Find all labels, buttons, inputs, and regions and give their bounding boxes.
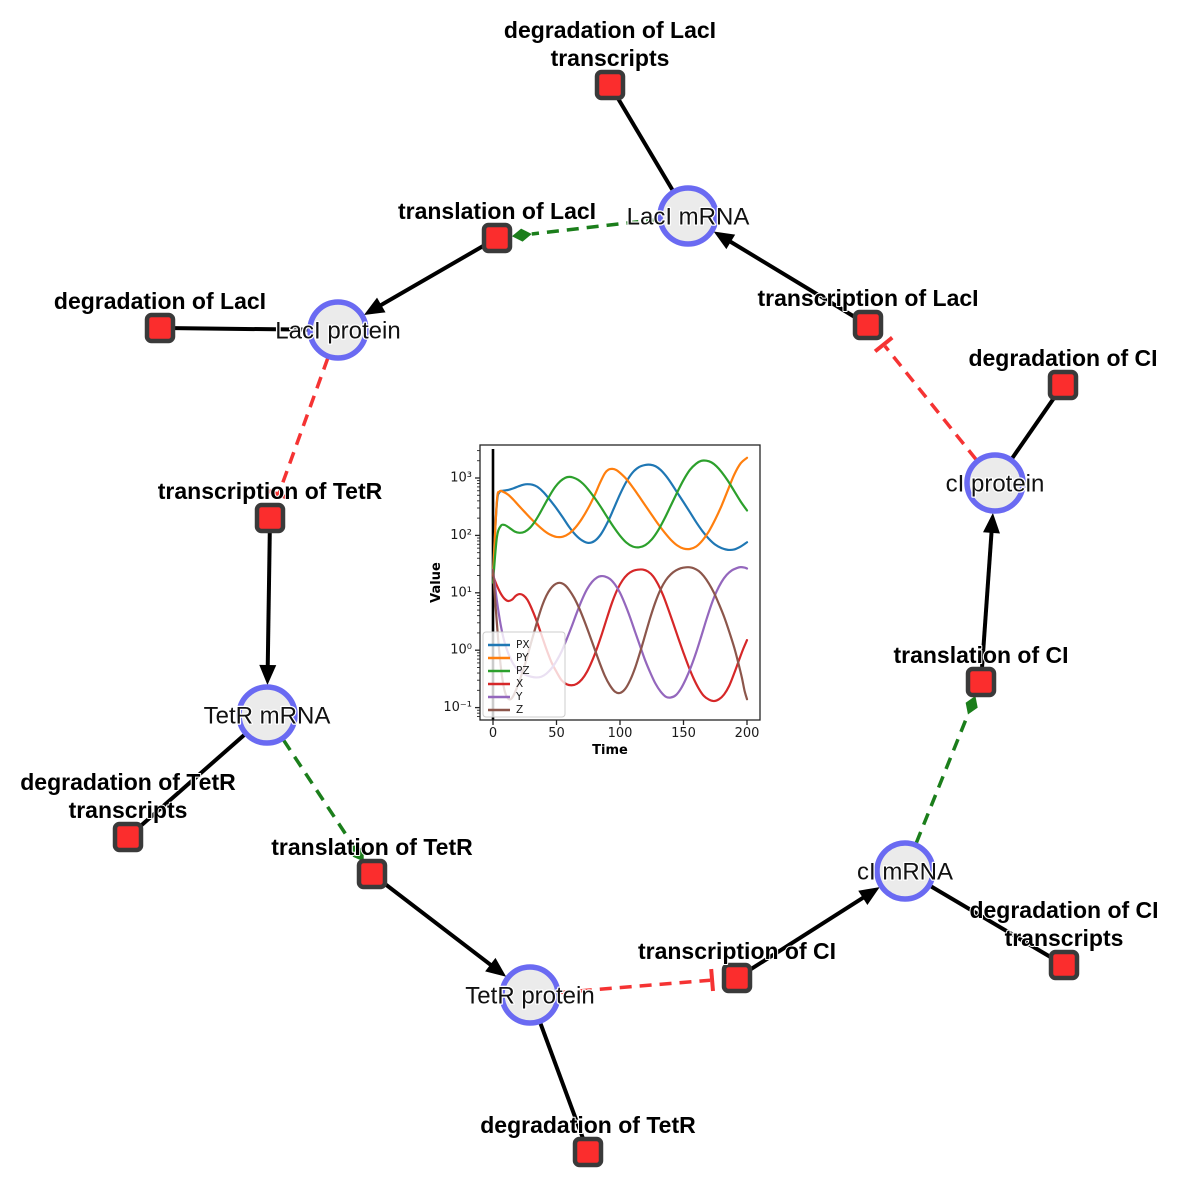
edge-laci-protein--transcription-tetr [277, 357, 330, 494]
chart-y-tick-label: 10¹ [450, 585, 472, 600]
chart-y-tick-label: 10⁰ [450, 643, 472, 658]
species-node-tetr-mrna[interactable] [236, 684, 298, 746]
edge-ci-protein--deg-ci [1010, 396, 1057, 460]
edge-ci-protein--transcription-laci [883, 344, 978, 461]
reaction-node-deg-ci[interactable] [1047, 369, 1079, 401]
edge-ci-mrna--deg-ci-transcripts [929, 884, 1053, 960]
species-label-laci-mrna: LacI mRNA [627, 204, 750, 231]
species-node-ci-mrna[interactable] [874, 840, 936, 902]
legend-label-PZ: PZ [516, 665, 530, 677]
chart-y-tick-label: 10⁻¹ [443, 700, 472, 715]
inset-chart: 0 50 100 150 20010⁻¹10⁰10¹10²10³TimeValuePXP… [425, 437, 770, 759]
label-layer: LacI mRNA LacI protein cI protein TetR mRNA… [19, 16, 1159, 1139]
reaction-label-deg-tetr-line0: degradation of TetR [480, 1112, 696, 1138]
modifier-diamond-icon [511, 228, 532, 242]
species-label-tetr-protein: TetR protein [465, 983, 594, 1010]
chart-x-tick-label: 50 [548, 726, 565, 741]
legend-label-Z: Z [516, 704, 523, 716]
reaction-label-transcription-ci-line0: transcription of CI [638, 938, 836, 964]
reaction-label-translation-ci-line0: translation of CI [893, 642, 1068, 668]
reaction-node-deg-tetr[interactable] [572, 1136, 604, 1168]
edge-laci-protein--deg-laci [174, 326, 309, 332]
reaction-node-translation-ci[interactable] [965, 666, 997, 698]
edge-tetr-mrna--deg-tetr-transcripts [137, 733, 246, 829]
edge-transcription-ci--ci-mrna [748, 895, 866, 972]
reaction-node-translation-tetr[interactable] [356, 858, 388, 890]
product-arrowhead-icon [485, 957, 507, 977]
species-label-tetr-mrna: TetR mRNA [204, 703, 331, 730]
product-arrowhead-icon [983, 512, 1000, 534]
legend-label-PY: PY [516, 652, 529, 664]
edge-translation-ci--ci-protein [980, 530, 994, 668]
legend-label-Y: Y [515, 691, 523, 703]
product-arrowhead-icon [713, 231, 736, 250]
edge-translation-laci--laci-protein [378, 243, 486, 308]
chart-x-tick-label: 0 [489, 726, 497, 741]
reaction-node-transcription-ci[interactable] [721, 962, 753, 994]
modifier-diamond-icon [352, 844, 364, 862]
chart-series-PY [491, 456, 749, 577]
reaction-label-deg-ci-transcripts-line0: degradation of CI [969, 897, 1158, 923]
reaction-label-translation-laci-line0: translation of LacI [398, 198, 596, 224]
reaction-label-deg-tetr-transcripts-line0: degradation of TetR [20, 769, 236, 795]
species-node-tetr-protein[interactable] [499, 964, 561, 1026]
product-arrowhead-icon [259, 664, 277, 686]
legend-label-X: X [516, 678, 523, 690]
reaction-label-deg-laci-transcripts-line1: transcripts [551, 45, 670, 71]
chart-y-tick-label: 10³ [450, 471, 472, 486]
species-label-laci-protein: LacI protein [275, 318, 400, 345]
species-node-laci-mrna[interactable] [657, 185, 719, 247]
reaction-node-deg-laci-transcripts[interactable] [594, 69, 626, 101]
edge-transcription-tetr--tetr-mrna [265, 532, 272, 668]
species-label-ci-protein: cI protein [946, 471, 1045, 498]
reaction-node-transcription-tetr[interactable] [254, 502, 286, 534]
chart-x-tick-label: 150 [671, 726, 696, 741]
product-arrowhead-icon [858, 887, 880, 906]
edge-laci-mrna--translation-laci [531, 217, 659, 236]
reaction-label-transcription-laci-line0: transcription of LacI [757, 285, 978, 311]
modifier-diamond-icon [965, 695, 978, 715]
chart-background [425, 437, 770, 759]
chart-series-X [491, 568, 749, 703]
species-node-laci-protein[interactable] [307, 299, 369, 361]
reaction-label-deg-ci-line0: degradation of CI [968, 345, 1157, 371]
legend-label-PX: PX [516, 639, 530, 651]
edge-tetr-mrna--translation-tetr [282, 739, 355, 846]
chart-x-axis-label: Time [592, 743, 628, 758]
edge-transcription-laci--laci-mrna [728, 239, 857, 319]
node-layer [112, 69, 1080, 1168]
reaction-label-translation-tetr-line0: translation of TetR [271, 834, 473, 860]
reaction-label-transcription-tetr-line0: transcription of TetR [158, 478, 383, 504]
edge-translation-tetr--tetr-protein [382, 881, 494, 968]
reaction-label-deg-laci-line0: degradation of LacI [54, 288, 266, 314]
reaction-label-deg-ci-transcripts-line1: transcripts [1005, 925, 1124, 951]
chart-series-PX [491, 463, 749, 572]
reaction-node-deg-laci[interactable] [144, 312, 176, 344]
species-label-ci-mrna: cI mRNA [857, 859, 953, 886]
chart-y-axis-label: Value [429, 562, 444, 603]
reaction-node-deg-tetr-transcripts[interactable] [112, 821, 144, 853]
reaction-node-deg-ci-transcripts[interactable] [1048, 949, 1080, 981]
edge-layer [137, 96, 1057, 1139]
edge-tetr-protein--transcription-ci [559, 978, 711, 995]
chart-x-tick-label: 100 [608, 726, 633, 741]
edge-ci-mrna--translation-ci [914, 713, 970, 844]
reaction-label-deg-laci-transcripts-line0: degradation of LacI [504, 17, 716, 43]
edge-laci-mrna--deg-laci-transcripts [615, 96, 675, 192]
reaction-node-translation-laci[interactable] [481, 222, 513, 254]
reaction-label-deg-tetr-transcripts-line1: transcripts [69, 797, 188, 823]
edge-tetr-protein--deg-tetr [538, 1022, 585, 1139]
product-arrowhead-icon [363, 297, 386, 315]
species-node-ci-protein[interactable] [964, 452, 1026, 514]
inhibition-tbar-icon [267, 488, 290, 501]
inhibition-tbar-icon [709, 968, 715, 992]
chart-x-tick-label: 200 [735, 726, 760, 741]
reaction-node-transcription-laci[interactable] [852, 309, 884, 341]
chart-y-tick-label: 10² [450, 528, 472, 543]
chart-series-PZ [491, 459, 749, 584]
inhibition-tbar-icon [873, 336, 894, 353]
